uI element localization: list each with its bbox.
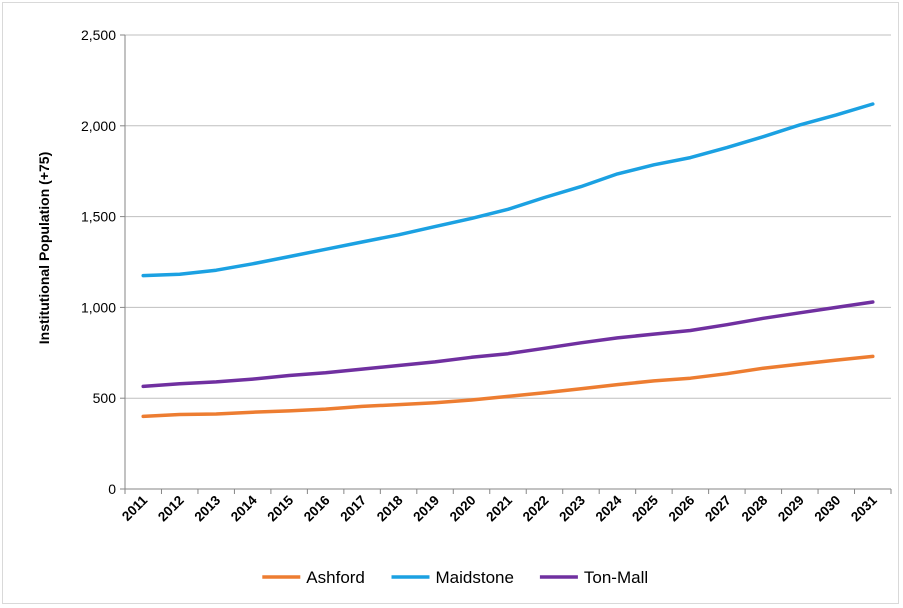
x-tick-label: 2023 [556, 492, 588, 524]
y-tick-label: 0 [108, 481, 116, 497]
x-tick-label: 2015 [264, 492, 296, 524]
x-tick-label: 2029 [775, 493, 807, 525]
x-tick-labels: 2011 2012 2013 2014 2015 2016 2017 2018 2019 2020… [119, 492, 880, 524]
y-axis-label: Institutional Population (+75) [36, 152, 52, 345]
x-tick-label: 2028 [739, 492, 771, 524]
legend-label-maidstone: Maidstone [436, 568, 514, 587]
legend: Ashford Maidstone Ton-Mall [262, 568, 648, 587]
x-tick-label: 2019 [410, 493, 442, 525]
x-tick-label: 2017 [337, 493, 369, 525]
series-line-maidstone [143, 104, 873, 276]
series-lines [143, 104, 873, 416]
legend-label-ashford: Ashford [306, 568, 365, 587]
x-tick-label: 2012 [155, 493, 187, 525]
gridlines [125, 35, 891, 398]
x-tick-label: 2022 [520, 493, 552, 525]
y-tick-label: 1,000 [81, 299, 116, 315]
legend-label-ton-mall: Ton-Mall [584, 568, 648, 587]
series-line-ashford [143, 356, 873, 416]
x-tick-label: 2025 [629, 492, 661, 524]
x-tick-label: 2013 [191, 492, 223, 524]
x-tick-label: 2021 [483, 492, 515, 524]
x-tick-label: 2026 [666, 492, 698, 524]
x-tick-label: 2018 [374, 492, 406, 524]
y-tick-labels: 0 500 1,000 1,500 2,000 2,500 [81, 27, 116, 497]
y-tick-label: 2,500 [81, 27, 116, 43]
x-tick-label: 2016 [301, 492, 333, 524]
x-tick-label: 2024 [593, 492, 625, 524]
x-tick-label: 2020 [447, 493, 479, 525]
y-tick-label: 2,000 [81, 118, 116, 134]
series-line-ton-mall [143, 302, 873, 386]
x-tick-label: 2031 [848, 492, 880, 524]
x-tick-label: 2011 [119, 492, 151, 524]
axes [120, 35, 891, 494]
x-tick-label: 2014 [228, 492, 260, 524]
x-tick-label: 2030 [812, 493, 844, 525]
y-tick-label: 1,500 [81, 209, 116, 225]
y-tick-label: 500 [93, 390, 117, 406]
x-tick-label: 2027 [702, 493, 734, 525]
